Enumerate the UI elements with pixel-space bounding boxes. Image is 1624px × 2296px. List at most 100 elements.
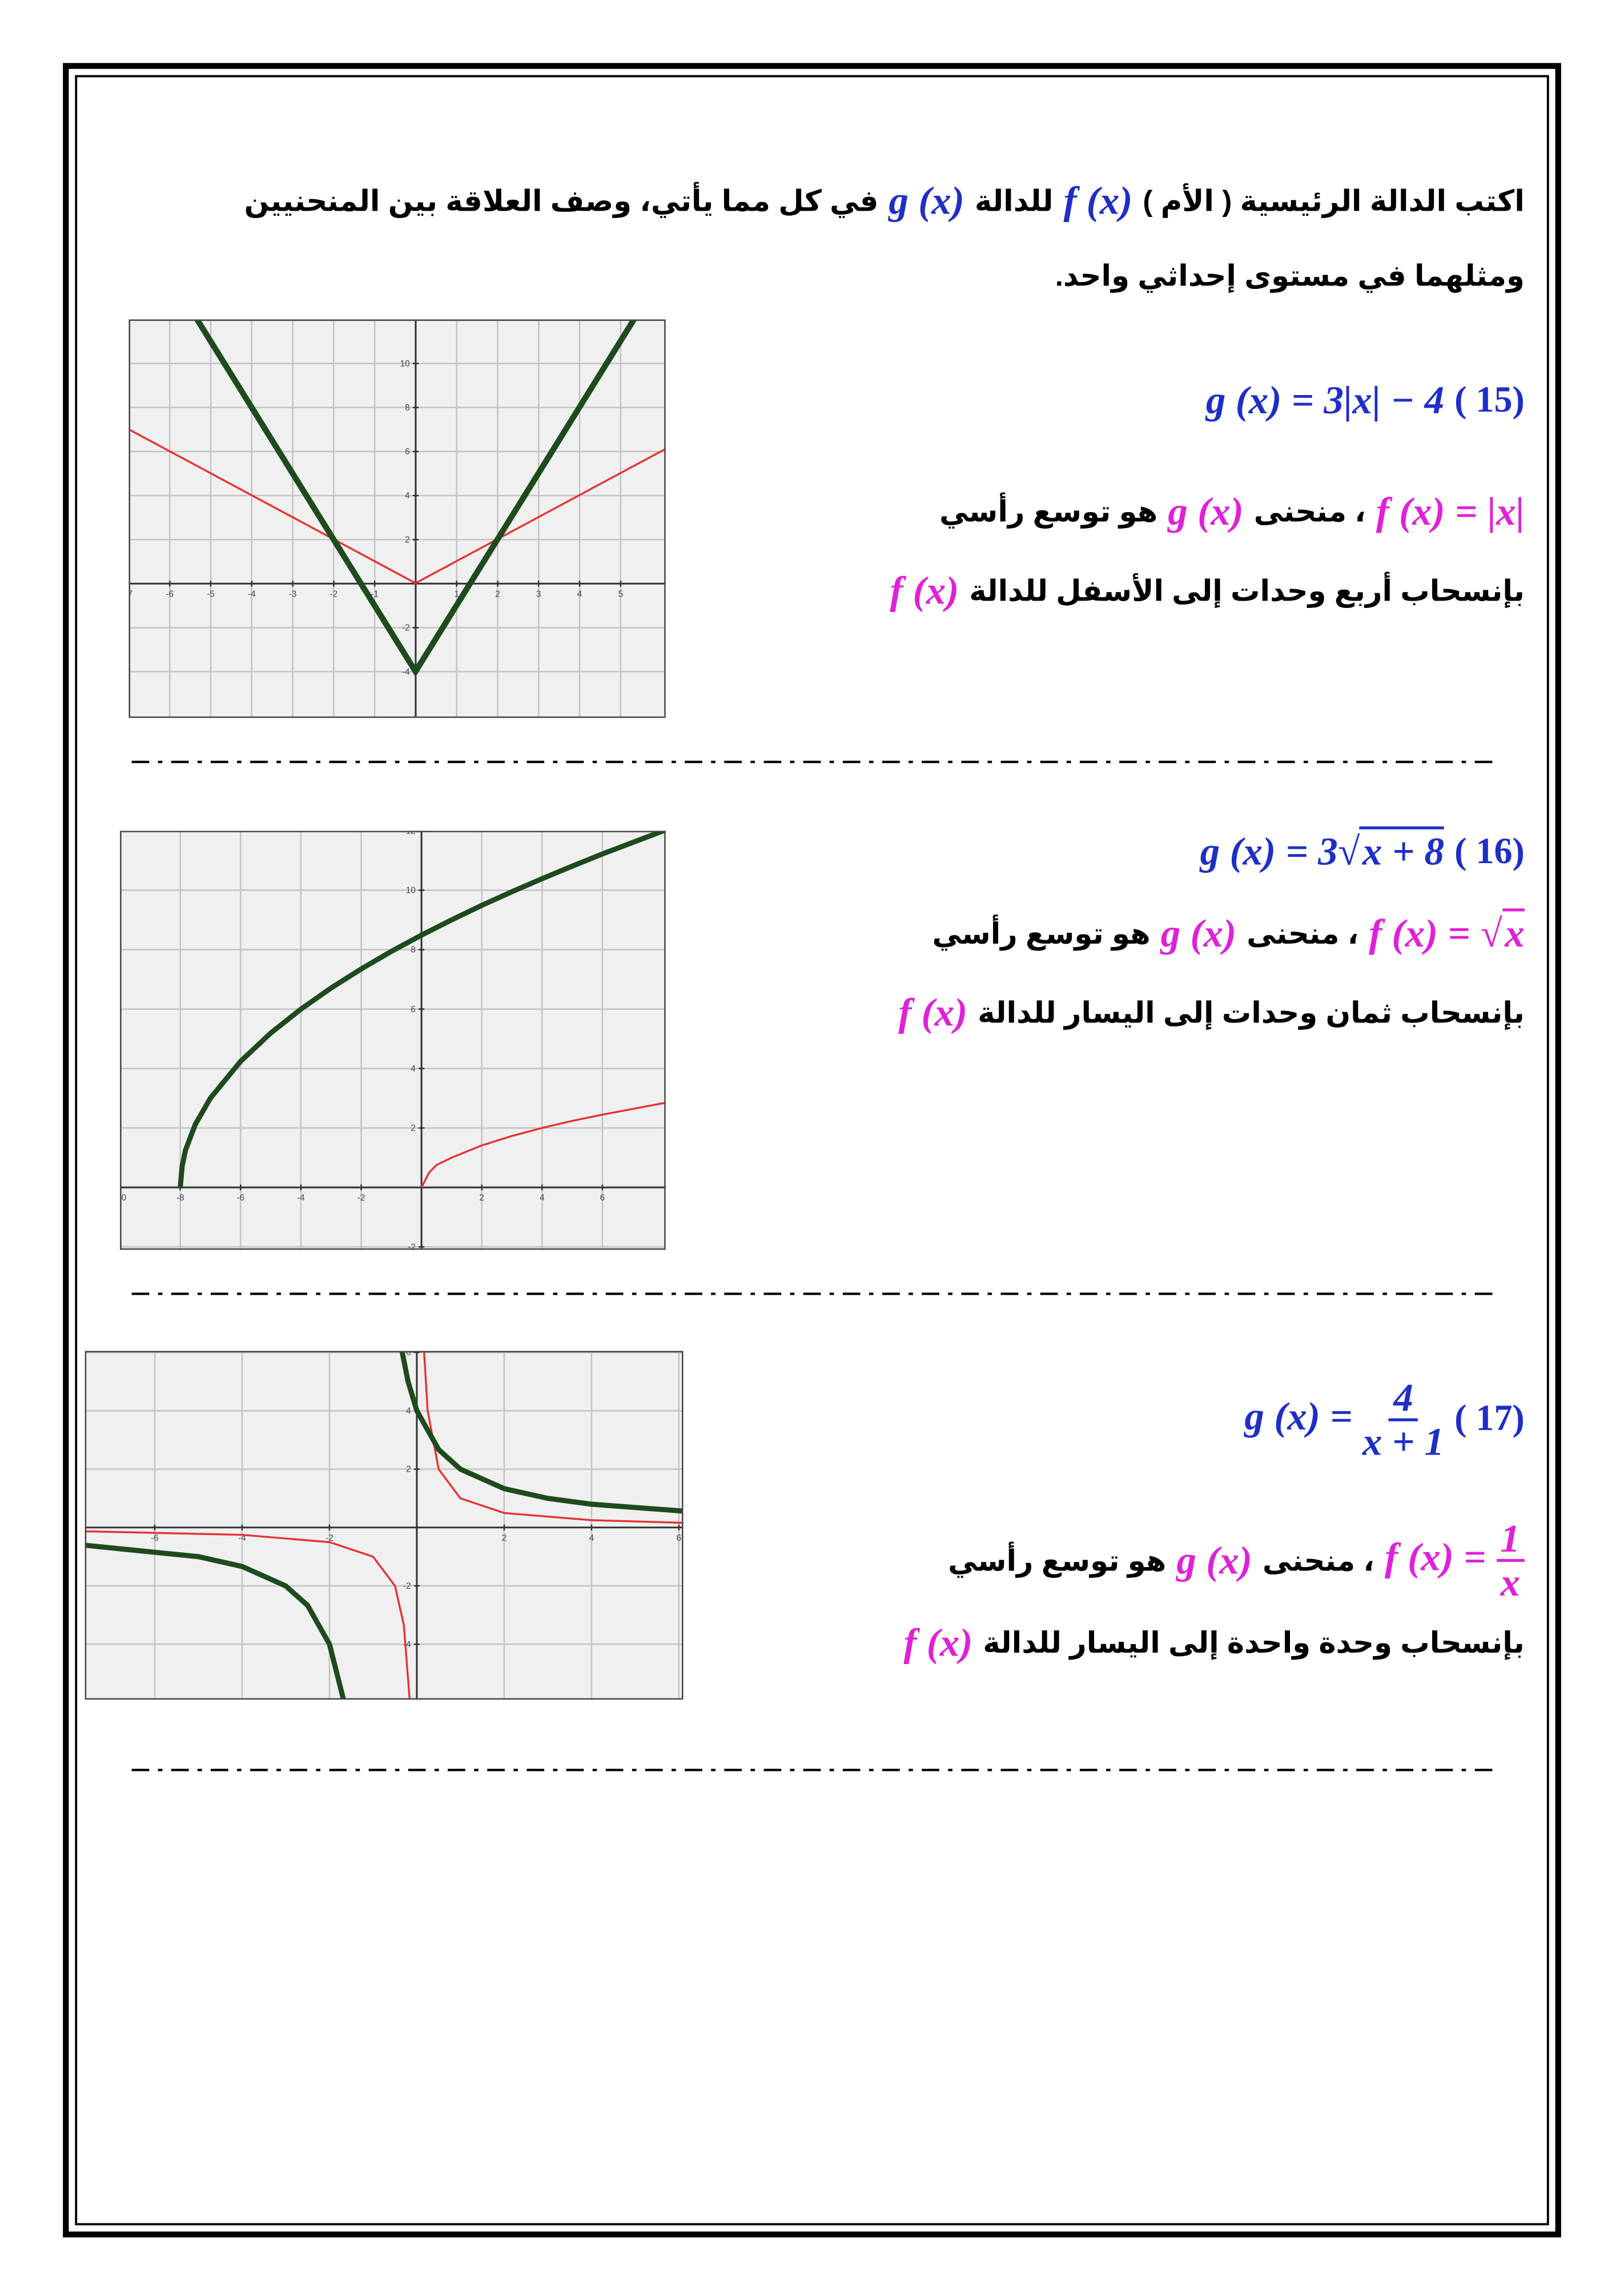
- x-tick-label: -3: [289, 589, 297, 599]
- graph-border: [128, 319, 666, 718]
- x-tick-label: 4: [589, 1533, 594, 1543]
- answer-text: هو توسع رأسي: [948, 1545, 1167, 1578]
- x-tick-label: -4: [248, 589, 256, 599]
- x-tick-label: -8: [176, 1193, 184, 1203]
- y-tick-label: 6: [406, 1351, 411, 1358]
- answer-line: بإنسحاب ثمان وحدات إلى اليسار للدالة f (…: [898, 990, 1525, 1036]
- x-tick-label: 6: [677, 1533, 682, 1543]
- y-tick-label: 2: [411, 1123, 416, 1133]
- instruction-line: اكتب الدالة الرئيسية ( الأم ) f (x) للدا…: [244, 179, 1525, 224]
- curves: [128, 319, 666, 678]
- x-tick-label: -6: [151, 1533, 159, 1543]
- graph: -10 -8 -6 -4 -2 2 4 6 -2 2 4 6 8 10 12: [120, 831, 666, 1250]
- math-g: g (x): [1160, 911, 1237, 956]
- denominator: x + 1: [1362, 1420, 1445, 1465]
- parent-curve: [423, 1351, 684, 1524]
- outer-border: [63, 63, 1561, 2238]
- y-tick-label: 10: [400, 359, 410, 369]
- x-tick-label: -10: [120, 1193, 126, 1203]
- transformed-curve: [194, 319, 637, 678]
- x-tick-label: 6: [600, 1193, 605, 1203]
- x-tick-label: 2: [502, 1533, 507, 1543]
- transformed-curve: [178, 831, 666, 1188]
- answer-line: بإنسحاب أربع وحدات إلى الأسفل للدالة f (…: [890, 569, 1524, 614]
- x-tick-label: -6: [166, 589, 174, 599]
- math-g: g (x): [1168, 489, 1244, 534]
- instruction-text: اكتب الدالة الرئيسية ( الأم ): [1143, 186, 1525, 219]
- answer-text: هو توسع رأسي: [939, 497, 1158, 529]
- f-lhs: f (x) =: [1384, 1534, 1486, 1579]
- y-tick-label: 12: [406, 831, 416, 836]
- x-tick-label: 3: [536, 589, 541, 599]
- x-tick-label: 5: [618, 589, 624, 599]
- graph-background: [120, 831, 666, 1250]
- y-tick-label: 4: [406, 1406, 411, 1416]
- instruction-text: للدالة: [974, 186, 1054, 219]
- y-tick-label: 10: [406, 886, 416, 896]
- x-tick-label: -2: [357, 1193, 365, 1203]
- graph-background: [85, 1351, 684, 1700]
- curves: [178, 831, 666, 1188]
- x-tick-label: -7: [128, 589, 132, 599]
- x-tick-label: -6: [236, 1193, 244, 1203]
- math-f: f (x) = √ x: [1369, 908, 1525, 957]
- math-g: g (x): [1176, 1538, 1252, 1582]
- y-tick-label: 6: [405, 447, 410, 457]
- instruction-text: في كل مما يأتي، وصف العلاقة بين المنحنيي…: [244, 186, 879, 219]
- x-tick-label: -2: [330, 589, 338, 599]
- math-f: f (x): [890, 568, 959, 613]
- instruction-line: ومثلهما في مستوى إحداثي واحد.: [1055, 258, 1525, 295]
- equation: g (x) = 3|x| − 4: [1205, 378, 1445, 422]
- x-tick-label: 2: [495, 589, 500, 599]
- problem-equation: ( 15) g (x) = 3|x| − 4: [1206, 378, 1525, 424]
- y-tick-label: 2: [406, 1465, 411, 1475]
- x-tick-label: 1: [454, 589, 459, 599]
- x-tick-label: 2: [479, 1193, 484, 1203]
- graph-background: [128, 319, 666, 718]
- y-tick-label: -2: [403, 1581, 411, 1591]
- answer-line: f (x) = |x| ، منحنى g (x) هو توسع رأسي: [939, 489, 1525, 535]
- y-tick-label: -4: [402, 667, 410, 677]
- numerator: 1: [1496, 1517, 1525, 1562]
- y-tick-label: 4: [405, 491, 410, 501]
- x-tick-label: -2: [325, 1533, 333, 1543]
- equation: g (x) = 3√ x + 8: [1200, 826, 1445, 875]
- graph-border: [85, 1351, 684, 1700]
- radicand: x + 8: [1359, 826, 1445, 873]
- answer-text: بإنسحاب ثمان وحدات إلى اليسار للدالة: [978, 997, 1525, 1030]
- math-f: f (x) = |x|: [1376, 489, 1525, 534]
- parent-curve: [420, 1102, 666, 1188]
- y-tick-label: -2: [408, 1242, 416, 1250]
- y-tick-label: 2: [405, 535, 410, 545]
- answer-text: ، منحنى: [1247, 919, 1359, 951]
- x-tick-label: -5: [207, 589, 215, 599]
- answer-line: بإنسحاب وحدة واحدة إلى اليسار للدالة f (…: [903, 1621, 1524, 1666]
- math-f: f (x): [1063, 179, 1133, 223]
- y-tick-label: 6: [411, 1005, 416, 1014]
- parent-curve: [128, 428, 666, 585]
- graph: -7 -6 -5 -4 -3 -2 -1 1 2 3 4 5 -4 -2 2 4 6 8 10: [128, 319, 666, 718]
- problem-number: ( 16): [1454, 831, 1525, 871]
- f-lhs: f (x) =: [1369, 911, 1470, 956]
- answer-text: ، منحنى: [1262, 1545, 1374, 1578]
- answer-text: بإنسحاب أربع وحدات إلى الأسفل للدالة: [969, 575, 1525, 609]
- problem-number: ( 17): [1454, 1400, 1525, 1440]
- graph-border: [120, 831, 666, 1250]
- transformed-curve: [85, 1542, 346, 1700]
- math-g: g (x): [889, 179, 964, 223]
- inner-border: [75, 75, 1549, 2226]
- answer-text: بإنسحاب وحدة واحدة إلى اليسار للدالة: [983, 1628, 1525, 1661]
- answer-line: f (x) = √ x ، منحنى g (x) هو توسع رأسي: [932, 908, 1525, 957]
- curves: [85, 1351, 684, 1700]
- parent-curve: [85, 1530, 411, 1700]
